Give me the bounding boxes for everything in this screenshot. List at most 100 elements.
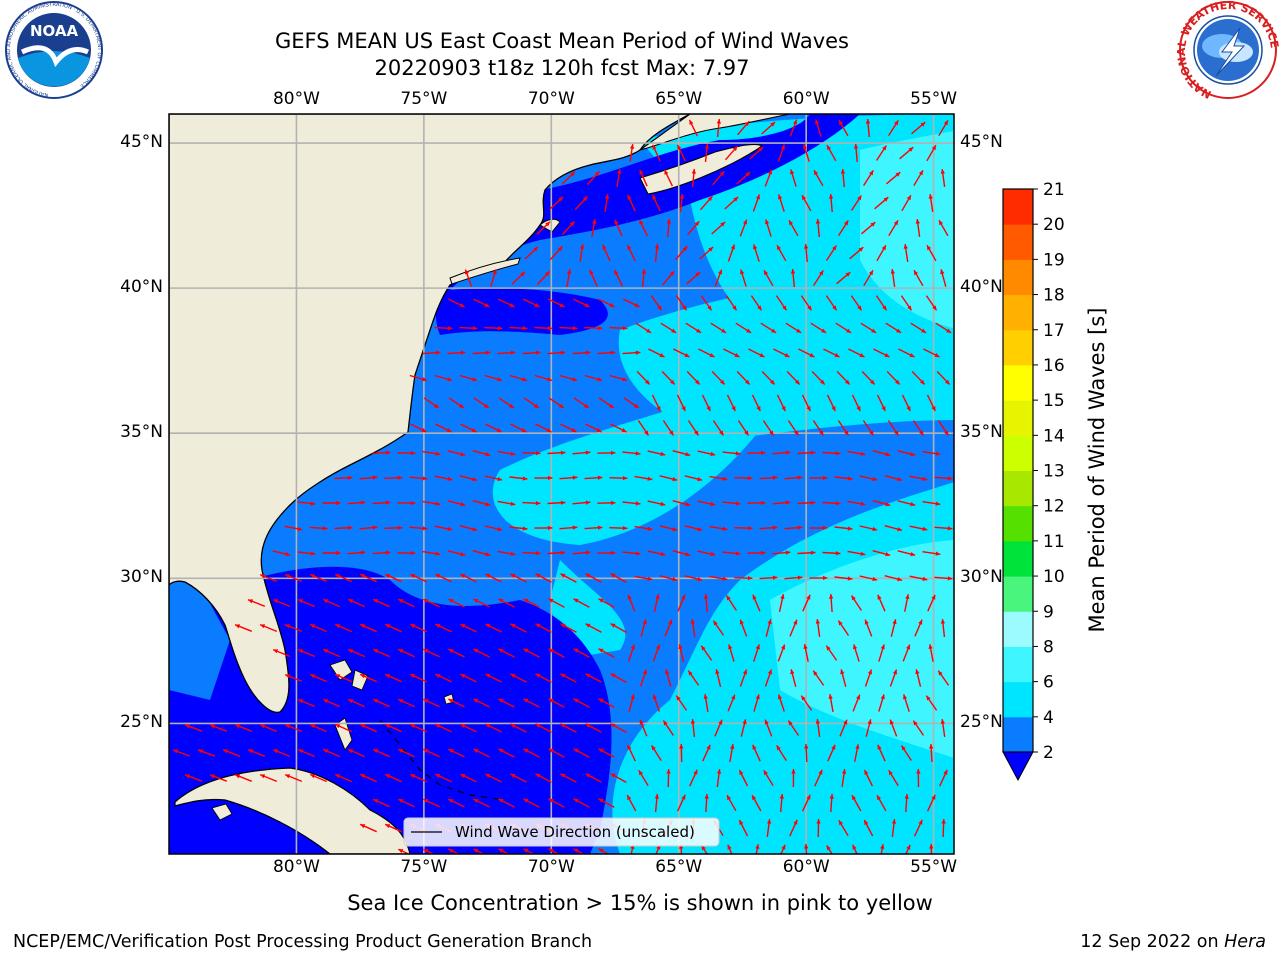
- wave-direction-arrowhead: [423, 699, 429, 703]
- wave-direction-arrowhead: [273, 599, 279, 604]
- wave-direction-arrowhead: [910, 552, 916, 557]
- wave-direction-arrowhead: [865, 119, 871, 124]
- wave-direction-arrowhead: [385, 550, 391, 555]
- wave-direction-arrowhead: [654, 794, 659, 799]
- wave-direction-arrowhead: [755, 644, 760, 650]
- wave-direction-arrowhead: [360, 624, 366, 629]
- wave-direction-arrowhead: [496, 428, 502, 432]
- wave-direction-arrowhead: [710, 501, 716, 507]
- wave-direction-arrowhead: [739, 619, 744, 625]
- wave-direction-arrowhead: [708, 247, 714, 252]
- wave-direction-arrowhead: [940, 169, 945, 174]
- wave-direction-arrowhead: [422, 526, 428, 531]
- nws-logo: NATIONAL WEATHER SERVICE: [1175, 0, 1280, 101]
- wave-direction-arrowhead: [372, 475, 378, 480]
- wave-direction-arrowhead: [657, 305, 662, 311]
- wave-direction-arrowhead: [310, 574, 316, 579]
- wave-direction-arrowhead: [459, 303, 465, 307]
- lon-label-bottom: 65°W: [655, 857, 703, 877]
- wave-direction-arrowhead: [398, 849, 404, 854]
- wave-direction-arrowhead: [597, 326, 603, 331]
- wave-direction-arrowhead: [298, 699, 304, 704]
- wave-direction-arrowhead: [373, 799, 379, 804]
- wave-direction-arrowhead: [801, 695, 806, 701]
- wave-direction-arrowhead: [890, 269, 895, 274]
- wave-direction-arrowhead: [828, 194, 834, 199]
- land-north-america: [169, 114, 691, 713]
- colorbar-segment: [1003, 505, 1033, 542]
- wave-direction-arrowhead: [732, 305, 737, 311]
- wave-direction-arrowhead: [672, 477, 678, 482]
- wave-direction-arrowhead: [814, 170, 819, 176]
- colorbar-segment: [1003, 611, 1033, 647]
- wave-direction-arrowhead: [639, 169, 644, 175]
- wave-direction-arrowhead: [235, 624, 241, 629]
- wave-direction-arrowhead: [602, 244, 607, 250]
- wave-direction-arrowhead: [677, 144, 682, 150]
- wave-direction-arrowhead: [877, 594, 882, 600]
- wave-direction-arrowhead: [781, 844, 786, 850]
- wave-direction-arrowhead: [672, 577, 678, 582]
- wave-direction-arrowhead: [770, 122, 776, 127]
- wave-direction-arrowhead: [614, 219, 619, 225]
- wave-direction-arrowhead: [460, 574, 466, 578]
- wave-direction-arrowhead: [492, 269, 497, 275]
- wave-direction-arrowhead: [922, 526, 928, 531]
- wave-direction-arrowhead: [939, 220, 944, 226]
- wave-direction-arrowhead: [806, 794, 811, 800]
- wave-direction-arrowhead: [598, 848, 604, 853]
- wave-direction-arrowhead: [410, 574, 416, 579]
- wave-direction-arrowhead: [690, 619, 695, 624]
- wave-direction-arrowhead: [931, 145, 936, 151]
- wave-direction-arrowhead: [696, 328, 702, 333]
- wave-direction-arrowhead: [867, 719, 872, 725]
- wave-direction-arrowhead: [745, 172, 751, 177]
- wave-direction-arrowhead: [872, 576, 878, 582]
- wave-direction-arrowhead: [647, 526, 653, 531]
- wave-direction-arrowhead: [819, 430, 824, 436]
- wave-direction-arrowhead: [884, 353, 890, 357]
- wave-direction-arrowhead: [423, 599, 429, 603]
- wave-direction-arrowhead: [635, 501, 641, 506]
- wave-direction-arrowhead: [727, 844, 732, 850]
- colorbar-tick-label: 11: [1043, 532, 1065, 552]
- wave-direction-arrowhead: [888, 770, 893, 776]
- wave-direction-arrowhead: [260, 574, 266, 579]
- wave-direction-arrowhead: [323, 599, 329, 604]
- wave-direction-arrowhead: [678, 644, 683, 650]
- wave-direction-arrowhead: [840, 669, 845, 675]
- wave-direction-arrowhead: [758, 147, 764, 152]
- wave-direction-arrowhead: [285, 724, 291, 729]
- wave-direction-arrowhead: [821, 328, 827, 333]
- wave-direction-arrowhead: [335, 550, 341, 556]
- wave-direction-arrowhead: [185, 774, 190, 779]
- wave-direction-arrowhead: [448, 749, 454, 753]
- wave-direction-arrowhead: [752, 744, 757, 750]
- lon-label-top: 60°W: [782, 89, 830, 109]
- wave-direction-arrowhead: [947, 526, 953, 531]
- wave-direction-arrowhead: [880, 844, 885, 849]
- noaa-logo-text: NOAA: [30, 22, 79, 40]
- wave-direction-arrowhead: [672, 527, 678, 532]
- wave-direction-arrowhead: [822, 525, 828, 531]
- wave-direction-arrowhead: [435, 350, 441, 355]
- wave-direction-arrowhead: [780, 144, 785, 150]
- wave-direction-arrowhead: [570, 171, 575, 177]
- wave-direction-arrowhead: [523, 798, 529, 803]
- wave-direction-arrowhead: [777, 245, 782, 251]
- wave-direction-arrowhead: [822, 475, 828, 481]
- wave-direction-arrowhead: [446, 428, 452, 432]
- wave-direction-arrowhead: [460, 452, 466, 457]
- colorbar-segment: [1003, 259, 1033, 296]
- lat-label-right: 45°N: [960, 132, 1003, 153]
- footer-date: 12 Sep 2022 on Hera: [1080, 932, 1266, 952]
- wave-direction-arrowhead: [323, 649, 329, 654]
- wave-direction-arrowhead: [385, 824, 391, 829]
- wave-direction-arrowhead: [743, 219, 747, 225]
- wave-direction-arrowhead: [772, 575, 778, 580]
- wave-direction-arrowhead: [742, 719, 747, 725]
- wave-direction-arrowhead: [548, 748, 554, 753]
- wave-direction-arrowhead: [860, 451, 866, 456]
- wave-direction-arrowhead: [813, 670, 818, 676]
- wave-direction-arrowhead: [872, 476, 878, 482]
